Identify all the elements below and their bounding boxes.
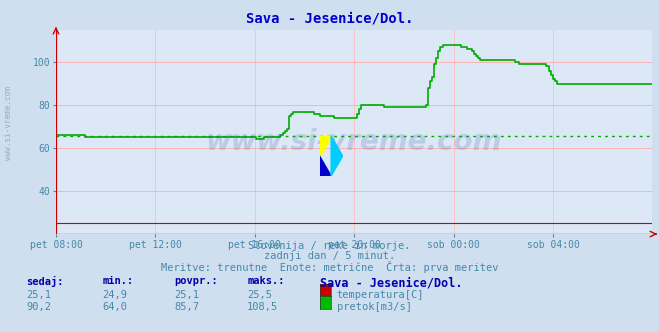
Text: 24,9: 24,9 (102, 290, 127, 299)
Text: zadnji dan / 5 minut.: zadnji dan / 5 minut. (264, 251, 395, 261)
Text: 90,2: 90,2 (26, 302, 51, 312)
Text: 25,1: 25,1 (175, 290, 200, 299)
Text: Slovenija / reke in morje.: Slovenija / reke in morje. (248, 241, 411, 251)
Text: 108,5: 108,5 (247, 302, 278, 312)
Text: 25,1: 25,1 (26, 290, 51, 299)
Polygon shape (320, 136, 331, 156)
Text: Meritve: trenutne  Enote: metrične  Črta: prva meritev: Meritve: trenutne Enote: metrične Črta: … (161, 261, 498, 273)
Text: pretok[m3/s]: pretok[m3/s] (337, 302, 412, 312)
Text: Sava - Jesenice/Dol.: Sava - Jesenice/Dol. (320, 276, 462, 289)
Text: Sava - Jesenice/Dol.: Sava - Jesenice/Dol. (246, 12, 413, 26)
Text: min.:: min.: (102, 276, 133, 286)
Text: 25,5: 25,5 (247, 290, 272, 299)
Text: 85,7: 85,7 (175, 302, 200, 312)
Text: sedaj:: sedaj: (26, 276, 64, 287)
Text: povpr.:: povpr.: (175, 276, 218, 286)
Text: www.si-vreme.com: www.si-vreme.com (4, 86, 13, 160)
Text: maks.:: maks.: (247, 276, 285, 286)
Text: www.si-vreme.com: www.si-vreme.com (206, 128, 502, 156)
Polygon shape (320, 156, 331, 176)
Text: temperatura[C]: temperatura[C] (337, 290, 424, 299)
Polygon shape (331, 136, 343, 176)
Text: 64,0: 64,0 (102, 302, 127, 312)
